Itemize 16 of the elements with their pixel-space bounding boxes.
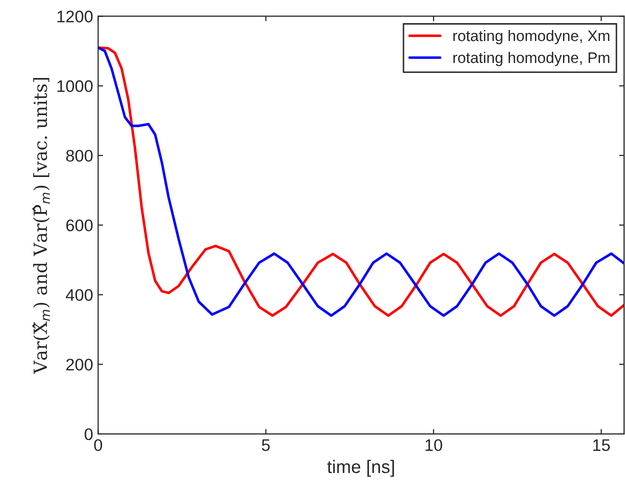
y-tick-label: 0 [84,428,93,440]
y-tick-label: 600 [66,219,93,232]
x-tick-label: 10 [426,439,442,452]
legend-label: rotating homodyne, Pm [453,52,610,66]
x-tick-label: 15 [593,439,610,452]
y-axis-title: Var(X̂$_{m}$) and Var(P̂$_{m}$) [vac. units] [32,78,50,374]
line-series [98,46,624,317]
y-tick-label: 1000 [57,80,93,92]
legend-label: rotating homodyne, Xm [453,30,610,44]
y-tick-label: 800 [66,150,93,162]
x-axis-title: time [ns] [327,460,394,477]
x-tick-label: 5 [262,439,270,452]
y-tick-label: 200 [66,358,93,371]
y-tick-label: 400 [66,289,93,301]
x-tick-label: 0 [94,439,102,452]
y-tick-label: 1200 [57,10,93,22]
